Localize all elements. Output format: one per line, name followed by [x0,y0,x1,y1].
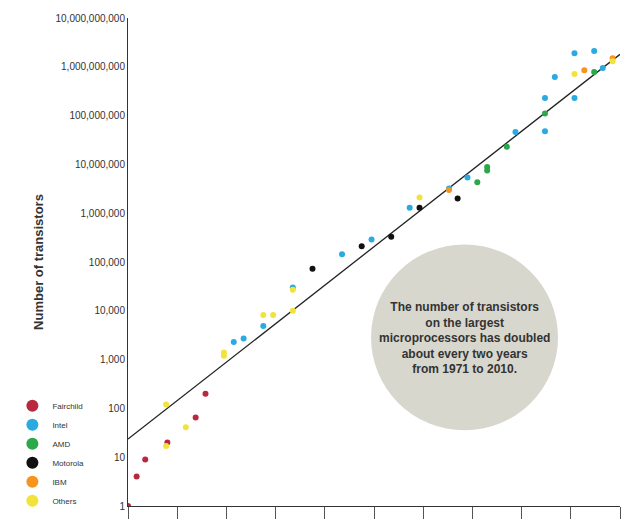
svg-text:IBM: IBM [52,478,67,487]
svg-text:Fairchild: Fairchild [52,402,82,411]
svg-text:100,000: 100,000 [89,257,126,268]
svg-text:Motorola: Motorola [52,459,84,468]
svg-text:1,000: 1,000 [100,354,125,365]
svg-text:10: 10 [114,452,126,463]
svg-text:Intel: Intel [52,421,67,430]
svg-text:10,000,000: 10,000,000 [75,159,125,170]
svg-text:100: 100 [108,403,125,414]
svg-text:The number of transistorson th: The number of transistorson the largestm… [379,300,550,376]
svg-text:100,000,000: 100,000,000 [69,110,125,121]
svg-text:1: 1 [119,501,125,512]
svg-text:10,000,000,000: 10,000,000,000 [55,13,125,24]
svg-text:Others: Others [52,497,76,506]
svg-text:1,000,000: 1,000,000 [81,208,126,219]
svg-text:1,000,000,000: 1,000,000,000 [61,61,125,72]
svg-text:10,000: 10,000 [94,305,125,316]
svg-text:AMD: AMD [52,440,70,449]
svg-text:Number of transistors: Number of transistors [31,194,46,330]
